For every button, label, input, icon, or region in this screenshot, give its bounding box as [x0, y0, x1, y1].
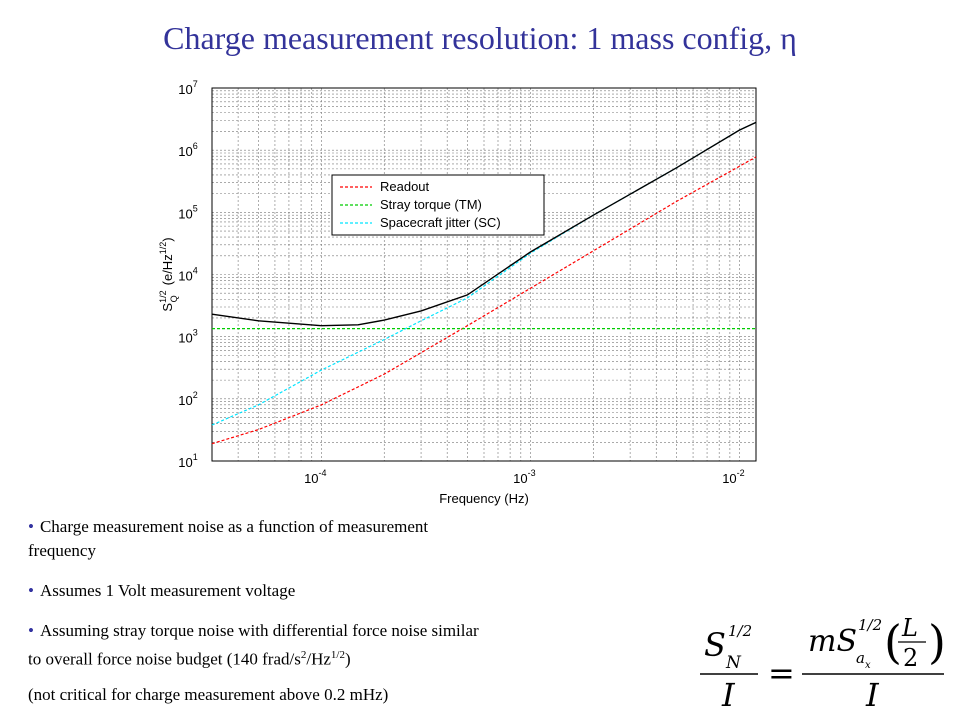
- bullet-stray-torque: • Assuming stray torque noise with differ…: [28, 620, 479, 642]
- formula-paren-left: (: [884, 615, 902, 669]
- y-tick-base: 10: [178, 144, 192, 159]
- y-tick-label: 106: [178, 141, 197, 159]
- y-tick-exponent: 5: [193, 203, 198, 213]
- bullet-3-text-a: to overall force noise budget (140 frad/…: [28, 649, 301, 669]
- y-tick-label: 102: [178, 390, 197, 408]
- grid-lines: [211, 88, 756, 462]
- y-tick-exponent: 7: [193, 79, 198, 89]
- legend-label-readout: Readout: [380, 179, 430, 194]
- bullet-3-sup-2: 1/2: [330, 649, 345, 661]
- bullet-1-line-2: frequency: [28, 541, 96, 560]
- x-tick-base: 10: [513, 471, 527, 486]
- x-tick-exponent: -2: [737, 468, 745, 478]
- formula-rhs-L: L: [901, 614, 918, 642]
- y-tick-base: 10: [178, 206, 192, 221]
- formula-rhs-sup: 1/2: [858, 616, 882, 634]
- plot-frame: [211, 87, 757, 462]
- y-tick-exponent: 4: [193, 266, 198, 276]
- y-tick-label: 107: [178, 79, 197, 97]
- y-tick-label: 105: [178, 203, 197, 221]
- y-tick-label: 101: [178, 452, 197, 470]
- x-tick-base: 10: [304, 471, 318, 486]
- x-tick-exponent: -3: [528, 468, 536, 478]
- y-tick-exponent: 3: [193, 328, 198, 338]
- legend-label-stray-torque: Stray torque (TM): [380, 197, 482, 212]
- bullet-dot: •: [28, 517, 34, 536]
- formula-rhs-sub: a: [856, 649, 865, 667]
- series-line-readout: [211, 156, 757, 445]
- y-axis-label: S1/2Q(e/Hz1/2): [158, 237, 179, 311]
- bullet-3-text-b: /Hz: [306, 649, 331, 669]
- x-tick-label: 10-2: [722, 468, 744, 486]
- series-lines: [211, 121, 757, 445]
- y-tick-base: 10: [178, 82, 192, 97]
- x-tick-label: 10-4: [304, 468, 326, 486]
- y-tick-base: 10: [178, 331, 192, 346]
- y-label-sup: 1/2: [158, 290, 168, 303]
- y-tick-exponent: 2: [193, 390, 198, 400]
- y-tick-base: 10: [178, 269, 192, 284]
- x-tick-label: 10-3: [513, 468, 535, 486]
- formula-rhs-2: 2: [903, 644, 918, 672]
- formula-rhs-den: I: [865, 676, 880, 714]
- bullet-dot: •: [28, 581, 34, 600]
- formula-rhs-subsub: x: [865, 660, 871, 671]
- bullet-dot: •: [28, 621, 34, 640]
- formula-paren-right: ): [928, 615, 946, 669]
- note-text: (not critical for charge measurement abo…: [28, 685, 389, 704]
- bullet-measurement-noise: • Charge measurement noise as a function …: [28, 516, 428, 538]
- formula-lhs-sup: 1/2: [728, 622, 752, 640]
- y-label-units: (e/Hz: [160, 254, 175, 285]
- bullet-3-sup-1: 2: [300, 649, 307, 661]
- series-line-total: [211, 121, 757, 327]
- y-label-units-sup: 1/2: [158, 242, 168, 255]
- y-tick-base: 10: [178, 393, 192, 408]
- y-tick-label: 104: [178, 266, 197, 284]
- legend: Readout Stray torque (TM) Spacecraft jit…: [331, 174, 545, 236]
- y-tick-base: 10: [178, 455, 192, 470]
- note-line: (not critical for charge measurement abo…: [28, 684, 388, 706]
- bullet-stray-torque-cont: to overall force noise budget (140 frad/…: [28, 644, 351, 671]
- y-tick-label: 103: [178, 328, 197, 346]
- bullet-voltage: • Assumes 1 Volt measurement voltage: [28, 580, 295, 602]
- charge-formula: S 1/2 N I = mS 1/2 a x ( L 2 ) I: [700, 614, 946, 714]
- formula-lhs-S: S: [704, 626, 726, 664]
- x-tick-exponent: -4: [319, 468, 327, 478]
- x-axis-label: Frequency (Hz): [439, 491, 529, 506]
- y-label-main: S: [160, 303, 175, 312]
- slide-title: Charge measurement resolution: 1 mass co…: [163, 20, 797, 56]
- formula-equals: =: [768, 654, 795, 692]
- formula-lhs-sub: N: [725, 653, 742, 673]
- bullet-measurement-noise-cont: frequency: [28, 540, 96, 562]
- formula-lhs-den: I: [721, 676, 736, 714]
- bullet-3-line-1: Assuming stray torque noise with differe…: [39, 621, 479, 640]
- y-tick-exponent: 1: [193, 452, 198, 462]
- legend-label-spacecraft-jitter: Spacecraft jitter (SC): [380, 215, 501, 230]
- y-label-units-close: ): [160, 237, 175, 241]
- bullet-1-line-1: Charge measurement noise as a function o…: [39, 517, 429, 536]
- x-tick-base: 10: [722, 471, 736, 486]
- formula-rhs-mS: mS: [808, 624, 857, 659]
- y-label-sub: Q: [169, 295, 179, 302]
- bullet-3-text-c: ): [344, 649, 351, 669]
- y-tick-exponent: 6: [193, 141, 198, 151]
- bullet-2: Assumes 1 Volt measurement voltage: [39, 581, 296, 600]
